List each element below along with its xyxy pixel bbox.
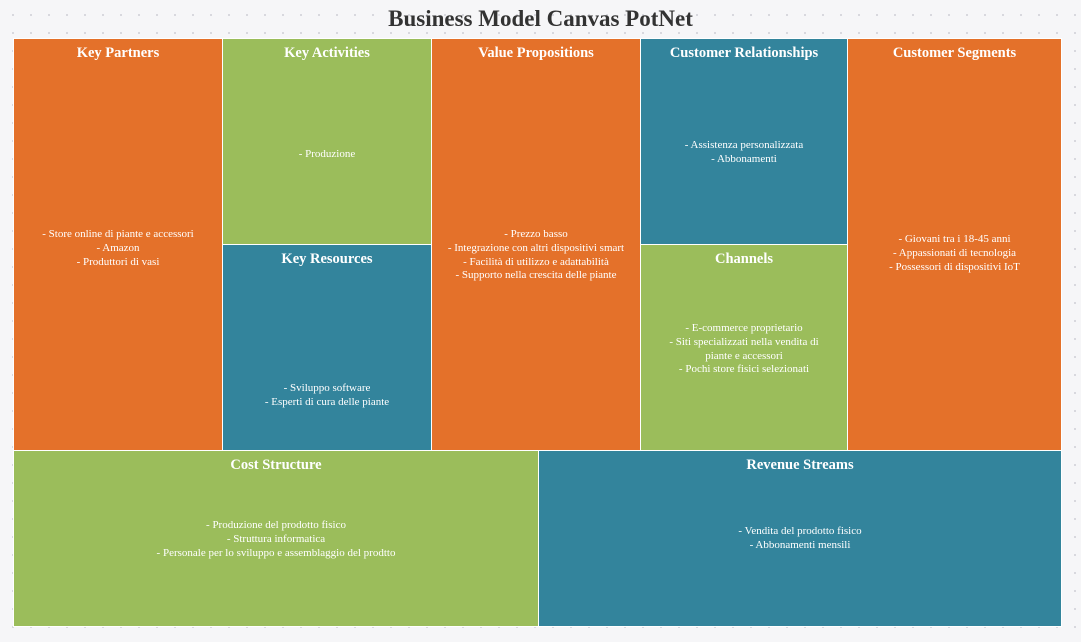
canvas-item: - Appassionati di tecnologia (892, 246, 1017, 259)
canvas-item: - Assistenza personalizzata (684, 139, 804, 151)
key-activities-title: Key Activities (284, 45, 370, 61)
customer-relationships-block[interactable]: Customer Relationships - Assistenza pers… (640, 38, 848, 245)
cost-structure-items: - Produzione del prodotto fisico - Strutt… (28, 519, 524, 560)
canvas-item: - Personale per lo sviluppo e assemblagg… (156, 546, 396, 559)
channels-items: - E-commerce proprietario - Siti speciali… (655, 322, 833, 377)
canvas-item: - Integrazione con altri dispositivi sma… (447, 241, 625, 254)
key-activities-block[interactable]: Key Activities - Produzione (222, 38, 432, 245)
value-propositions-block[interactable]: Value Propositions - Prezzo basso - Integ… (431, 38, 641, 451)
customer-relationships-title: Customer Relationships (669, 45, 819, 61)
canvas-item: - Vendita del prodotto fisico (738, 525, 862, 537)
revenue-streams-title: Revenue Streams (746, 457, 854, 473)
canvas-item: - Possessori di dispositivi IoT (889, 260, 1020, 273)
canvas-item: - Pochi store fisici selezionati (678, 363, 810, 376)
revenue-streams-items: - Vendita del prodotto fisico - Abbonamen… (553, 525, 1047, 553)
key-resources-title: Key Resources (281, 251, 373, 267)
key-partners-items: - Store online di piante e accessori - Am… (28, 228, 208, 269)
canvas-item: - Abbonamenti mensili (749, 538, 851, 551)
cost-structure-title: Cost Structure (230, 457, 322, 473)
canvas-title: Business Model Canvas PotNet (388, 6, 693, 31)
key-resources-block[interactable]: Key Resources - Sviluppo software - Esper… (222, 244, 432, 451)
revenue-streams-block[interactable]: Revenue Streams - Vendita del prodotto f… (538, 450, 1062, 627)
customer-segments-title: Customer Segments (892, 45, 1017, 61)
cost-structure-block[interactable]: Cost Structure - Produzione del prodotto… (13, 450, 539, 627)
canvas-item: - Facilità di utilizzo e adattabilità (463, 255, 609, 268)
canvas-item: - Supporto nella crescita delle piante (455, 269, 617, 282)
canvas-item: - E-commerce proprietario (685, 322, 803, 334)
customer-segments-block[interactable]: Customer Segments - Giovani tra i 18-45 … (847, 38, 1062, 451)
canvas-item: - Produzione del prodotto fisico (206, 519, 346, 531)
channels-title: Channels (714, 251, 774, 267)
key-activities-items: - Produzione (237, 148, 417, 162)
value-propositions-title: Value Propositions (478, 45, 594, 61)
canvas-item: - Produttori di vasi (76, 255, 160, 268)
customer-relationships-items: - Assistenza personalizzata - Abbonamenti (655, 139, 833, 167)
channels-block[interactable]: Channels - E-commerce proprietario - Siti… (640, 244, 848, 451)
canvas-item: - Prezzo basso (504, 228, 568, 240)
canvas-item: - Store online di piante e accessori (42, 228, 194, 240)
canvas-item: - Struttura informatica (226, 532, 326, 545)
key-resources-items: - Sviluppo software - Esperti di cura del… (237, 382, 417, 410)
value-propositions-items: - Prezzo basso - Integrazione con altri d… (446, 228, 626, 283)
canvas-item: - Giovani tra i 18-45 anni (898, 233, 1011, 245)
canvas-item: - Abbonamenti (711, 152, 777, 165)
canvas-item: - Siti specializzati nella vendita di pi… (669, 335, 819, 362)
canvas-item: - Sviluppo software (283, 382, 371, 394)
canvas-item: - Produzione (298, 148, 356, 160)
canvas-item: - Amazon (96, 241, 140, 254)
canvas-item: - Esperti di cura delle piante (264, 395, 390, 408)
key-partners-block[interactable]: Key Partners - Store online di piante e … (13, 38, 223, 451)
customer-segments-items: - Giovani tra i 18-45 anni - Appassionati… (862, 233, 1047, 274)
key-partners-title: Key Partners (76, 45, 160, 61)
